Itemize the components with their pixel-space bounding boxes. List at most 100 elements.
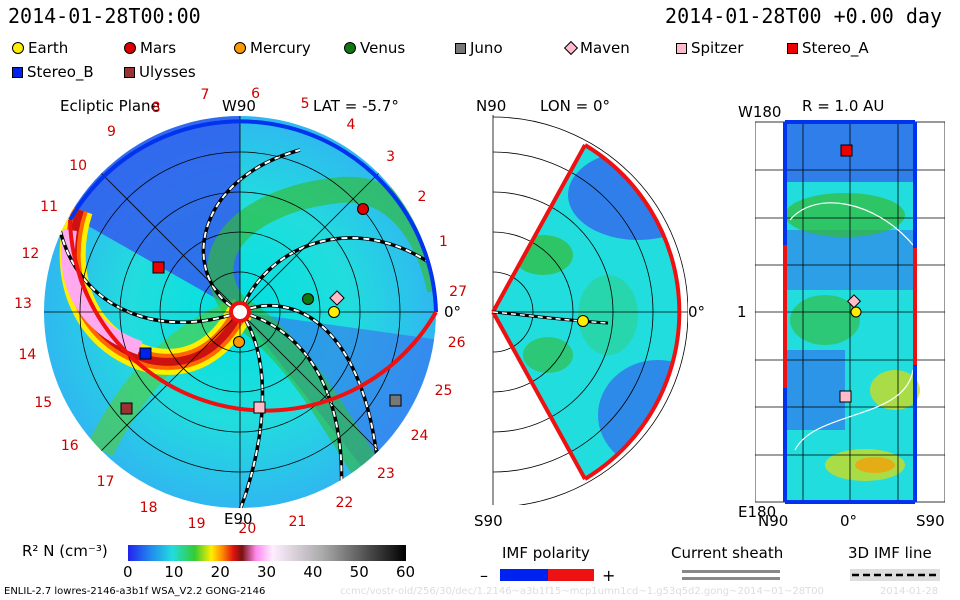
radial-mid-label: 1 [737,303,747,321]
day-label: 3 [386,148,396,165]
meridional-right-label: 0° [688,303,706,321]
legend-earth: Earth [12,39,68,57]
imf-minus: – [480,566,488,585]
legend-stereo-a: Stereo_A [787,39,869,57]
maven-icon [563,40,579,56]
current-sheath-line-1 [682,570,780,573]
radial-x-right: S90 [916,512,945,530]
legend-label: Venus [360,39,406,57]
ecliptic-top-label: W90 [222,97,256,115]
imf-line-sample [850,569,940,581]
venus-marker [302,293,314,305]
earth-icon [12,42,24,54]
day-label: 10 [69,157,88,174]
imf-positive-swatch [548,569,594,581]
colorbar [128,545,406,561]
colorbar-tick: 0 [123,563,133,581]
mars-icon [124,42,136,54]
ulysses-icon [124,66,135,78]
day-label: 8 [151,100,161,117]
legend-label: Stereo_B [27,63,94,81]
day-label: 27 [449,284,467,300]
stereo-a-marker [840,144,853,157]
radial-x-mid: 0° [840,512,858,530]
colorbar-tick: 60 [396,563,416,581]
day-label: 18 [139,500,158,517]
stereo-b-icon [12,66,23,78]
day-label: 4 [346,117,356,134]
sun-icon [229,301,251,323]
current-sheath-title: Current sheath [671,544,784,562]
stereo-a-icon [787,42,798,54]
spitzer-marker [839,390,852,403]
legend-stereo-b: Stereo_B [12,63,94,81]
day-label: 21 [288,513,307,530]
meridional-top-label: N90 [476,97,507,115]
timestamp: 2014-01-28T00:00 [8,4,201,28]
legend-venus: Venus [344,39,405,57]
colorbar-tick: 30 [257,563,277,581]
colorbar-label: R² N (cm⁻³) [22,542,108,560]
day-label: 5 [300,96,310,113]
day-label: 6 [251,85,260,102]
day-label: 19 [187,516,206,533]
venus-icon [344,42,356,54]
mercury-marker [233,336,245,348]
legend-label: Ulysses [139,63,196,81]
legend-spitzer: Spitzer [676,39,743,57]
day-label: 13 [14,296,32,313]
legend-label: Spitzer [691,39,744,57]
maven-marker [846,294,862,309]
spitzer-icon [676,42,687,54]
legend-label: Stereo_A [802,39,869,57]
ecliptic-lat-label: LAT = -5.7° [313,97,399,115]
meridional-bottom-label: S90 [474,512,503,530]
day-label: 24 [410,428,429,444]
day-label: 15 [34,394,53,411]
day-label: 17 [96,473,115,490]
imf-title: IMF polarity [502,544,590,562]
imf-plus: + [602,566,616,585]
day-label: 23 [376,465,395,482]
legend-label: Mercury [250,39,311,57]
ecliptic-bottom-label: E90 [224,510,253,528]
day-label: 25 [434,383,453,400]
colorbar-tick: 40 [303,563,323,581]
legend-label: Juno [470,39,503,57]
radial-top-label: W180 [738,103,782,121]
colorbar-tick: 20 [210,563,230,581]
day-label: 16 [60,438,79,455]
day-label: 20 [238,520,257,537]
footer-path: ccmc/vostr-old/256/30/dec/1.2146~a3b1f15… [340,586,824,597]
radial-plot [755,120,945,504]
earth-marker [850,306,862,318]
mercury-icon [234,42,246,54]
day-label: 7 [200,87,210,104]
stereo-a-marker [152,261,165,274]
spitzer-marker [253,401,266,414]
juno-marker [389,394,402,407]
legend-juno: Juno [455,39,503,57]
legend-label: Mars [140,39,177,57]
legend-ulysses: Ulysses [124,63,196,81]
imf-negative-swatch [500,569,548,581]
maven-marker [329,290,345,306]
legend-label: Maven [580,39,630,57]
current-sheath-line-2 [682,577,780,580]
radial-title: R = 1.0 AU [802,97,885,115]
radial-x-left: N90 [758,512,789,530]
ulysses-marker [120,402,133,415]
footer-stamp: 2014-01-28 [880,586,939,597]
colorbar-tick: 10 [164,563,184,581]
day-label: 11 [40,199,58,216]
earth-marker [328,306,340,318]
ecliptic-title: Ecliptic Plane [60,97,160,115]
day-label: 1 [438,234,448,251]
radial-bottom-label: E180 [738,503,777,521]
day-label: 26 [447,334,466,351]
legend-label: Earth [28,39,69,57]
run-time: 2014-01-28T00 +0.00 day [665,4,942,28]
imf-line-title: 3D IMF line [848,544,932,562]
legend-mercury: Mercury [234,39,311,57]
earth-marker [577,315,589,327]
